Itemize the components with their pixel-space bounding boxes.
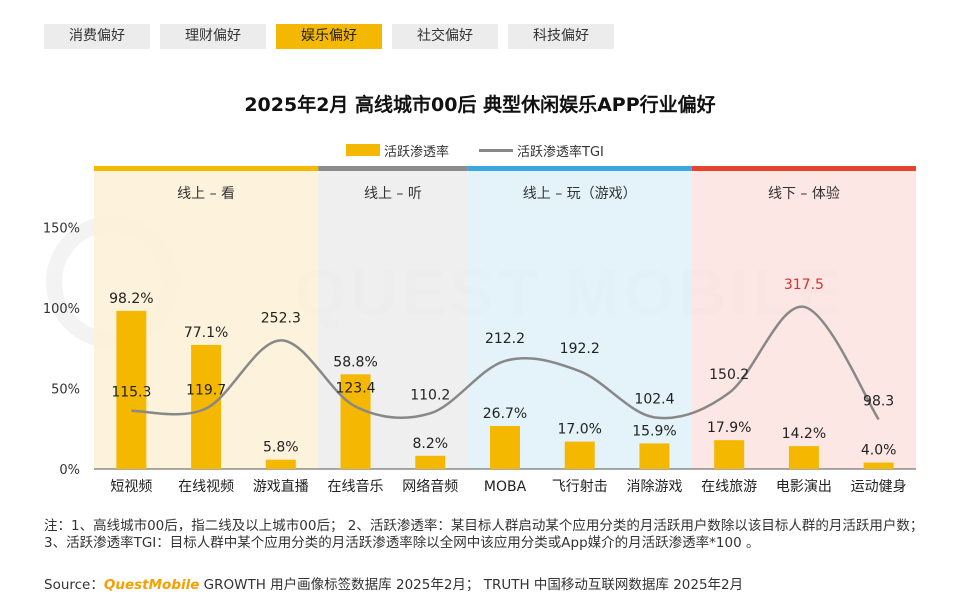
group-top-bar-3 [467,166,692,171]
group-label-1: 线上 – 看 [177,186,235,202]
bar [116,310,147,469]
group-label-4: 线下 – 体验 [768,186,840,202]
x-tick-label: 消除游戏 [626,479,682,495]
line-value-label: 123.4 [335,381,375,397]
series-line-tgi [131,305,880,421]
bar [863,462,894,469]
bar-value-label: 77.1% [184,325,228,341]
legend-line-swatch [479,148,514,152]
tab-2[interactable]: 理财偏好 [160,24,266,49]
source-prefix: Source： [44,577,104,593]
bar [714,440,745,469]
y-tick-label: 50% [51,383,80,398]
chart-title: 2025年2月 高线城市00后 典型休闲娱乐APP行业偏好 [244,94,716,116]
tab-3[interactable]: 娱乐偏好 [276,24,382,49]
bar-value-label: 4.0% [861,443,897,459]
x-tick-label: 运动健身 [851,479,907,495]
source-text: GROWTH 用户画像标签数据库 2025年2月； TRUTH 中国移动互联网数… [199,577,744,593]
x-tick-label: 短视频 [110,479,152,495]
chart-note: 注：1、高线城市00后，指二线及以上城市00后； 2、活跃渗透率：某目标人群启动… [44,518,924,551]
bar [639,443,670,469]
x-tick-label: 飞行射击 [552,479,608,495]
group-top-bar-4 [691,166,916,171]
tab-4[interactable]: 社交偏好 [392,24,498,49]
bar-value-label: 5.8% [263,440,299,456]
line-value-label: 110.2 [410,387,450,403]
x-tick-label: 在线旅游 [701,479,757,495]
bar-value-label: 8.2% [412,436,448,452]
line-value-label: 150.2 [709,367,749,383]
y-tick-label: 0% [59,463,80,478]
line-value-label: 317.5 [784,277,824,293]
bar-value-label: 17.0% [557,422,601,438]
line-value-label: 212.2 [485,331,525,347]
bar [490,426,520,469]
line-value-label: 252.3 [261,310,301,326]
bar-value-label: 17.9% [707,420,751,436]
bar-value-label: 26.7% [483,406,527,422]
group-label-3: 线上 – 玩（游戏） [523,186,637,202]
x-tick-label: 电影演出 [776,479,832,495]
tab-1[interactable]: 消费偏好 [44,24,150,49]
line-value-label: 119.7 [186,382,226,398]
line-value-label: 102.4 [634,391,674,407]
y-tick-label: 150% [43,222,80,237]
group-top-bar-2 [318,166,468,171]
x-tick-label: 游戏直播 [253,478,309,495]
tab-bar: 消费偏好 理财偏好 娱乐偏好 社交偏好 科技偏好 [44,24,624,49]
bar-value-label: 14.2% [782,426,826,442]
line-value-label: 98.3 [863,393,894,409]
bar [191,344,222,469]
legend-bar-label: 活跃渗透率 [384,144,450,160]
legend-bar-swatch [346,144,380,156]
x-tick-label: MOBA [484,479,527,495]
source-line: Source：QuestMobile GROWTH 用户画像标签数据库 2025… [44,573,743,593]
tab-5[interactable]: 科技偏好 [508,24,614,49]
bar-value-label: 58.8% [333,354,377,370]
bar [415,455,446,469]
x-tick-label: 在线音乐 [328,478,384,495]
x-tick-label: 网络音频 [402,478,458,495]
bar-value-label: 98.2% [109,291,153,307]
line-value-label: 192.2 [560,341,600,357]
bar [265,459,296,469]
legend: 活跃渗透率 活跃渗透率TGI [346,140,604,160]
x-tick-label: 在线视频 [178,479,234,495]
group-background-3 [467,170,692,469]
bar [788,446,819,469]
y-tick-label: 100% [43,302,80,317]
bar [340,374,371,469]
line-value-label: 115.3 [111,385,151,401]
legend-line-label: 活跃渗透率TGI [517,144,604,160]
bar-value-label: 15.9% [632,423,676,439]
group-label-2: 线上 – 听 [364,186,422,202]
group-top-bar-1 [94,166,319,171]
source-brand-logo: QuestMobile [103,577,200,593]
bar [564,441,595,469]
